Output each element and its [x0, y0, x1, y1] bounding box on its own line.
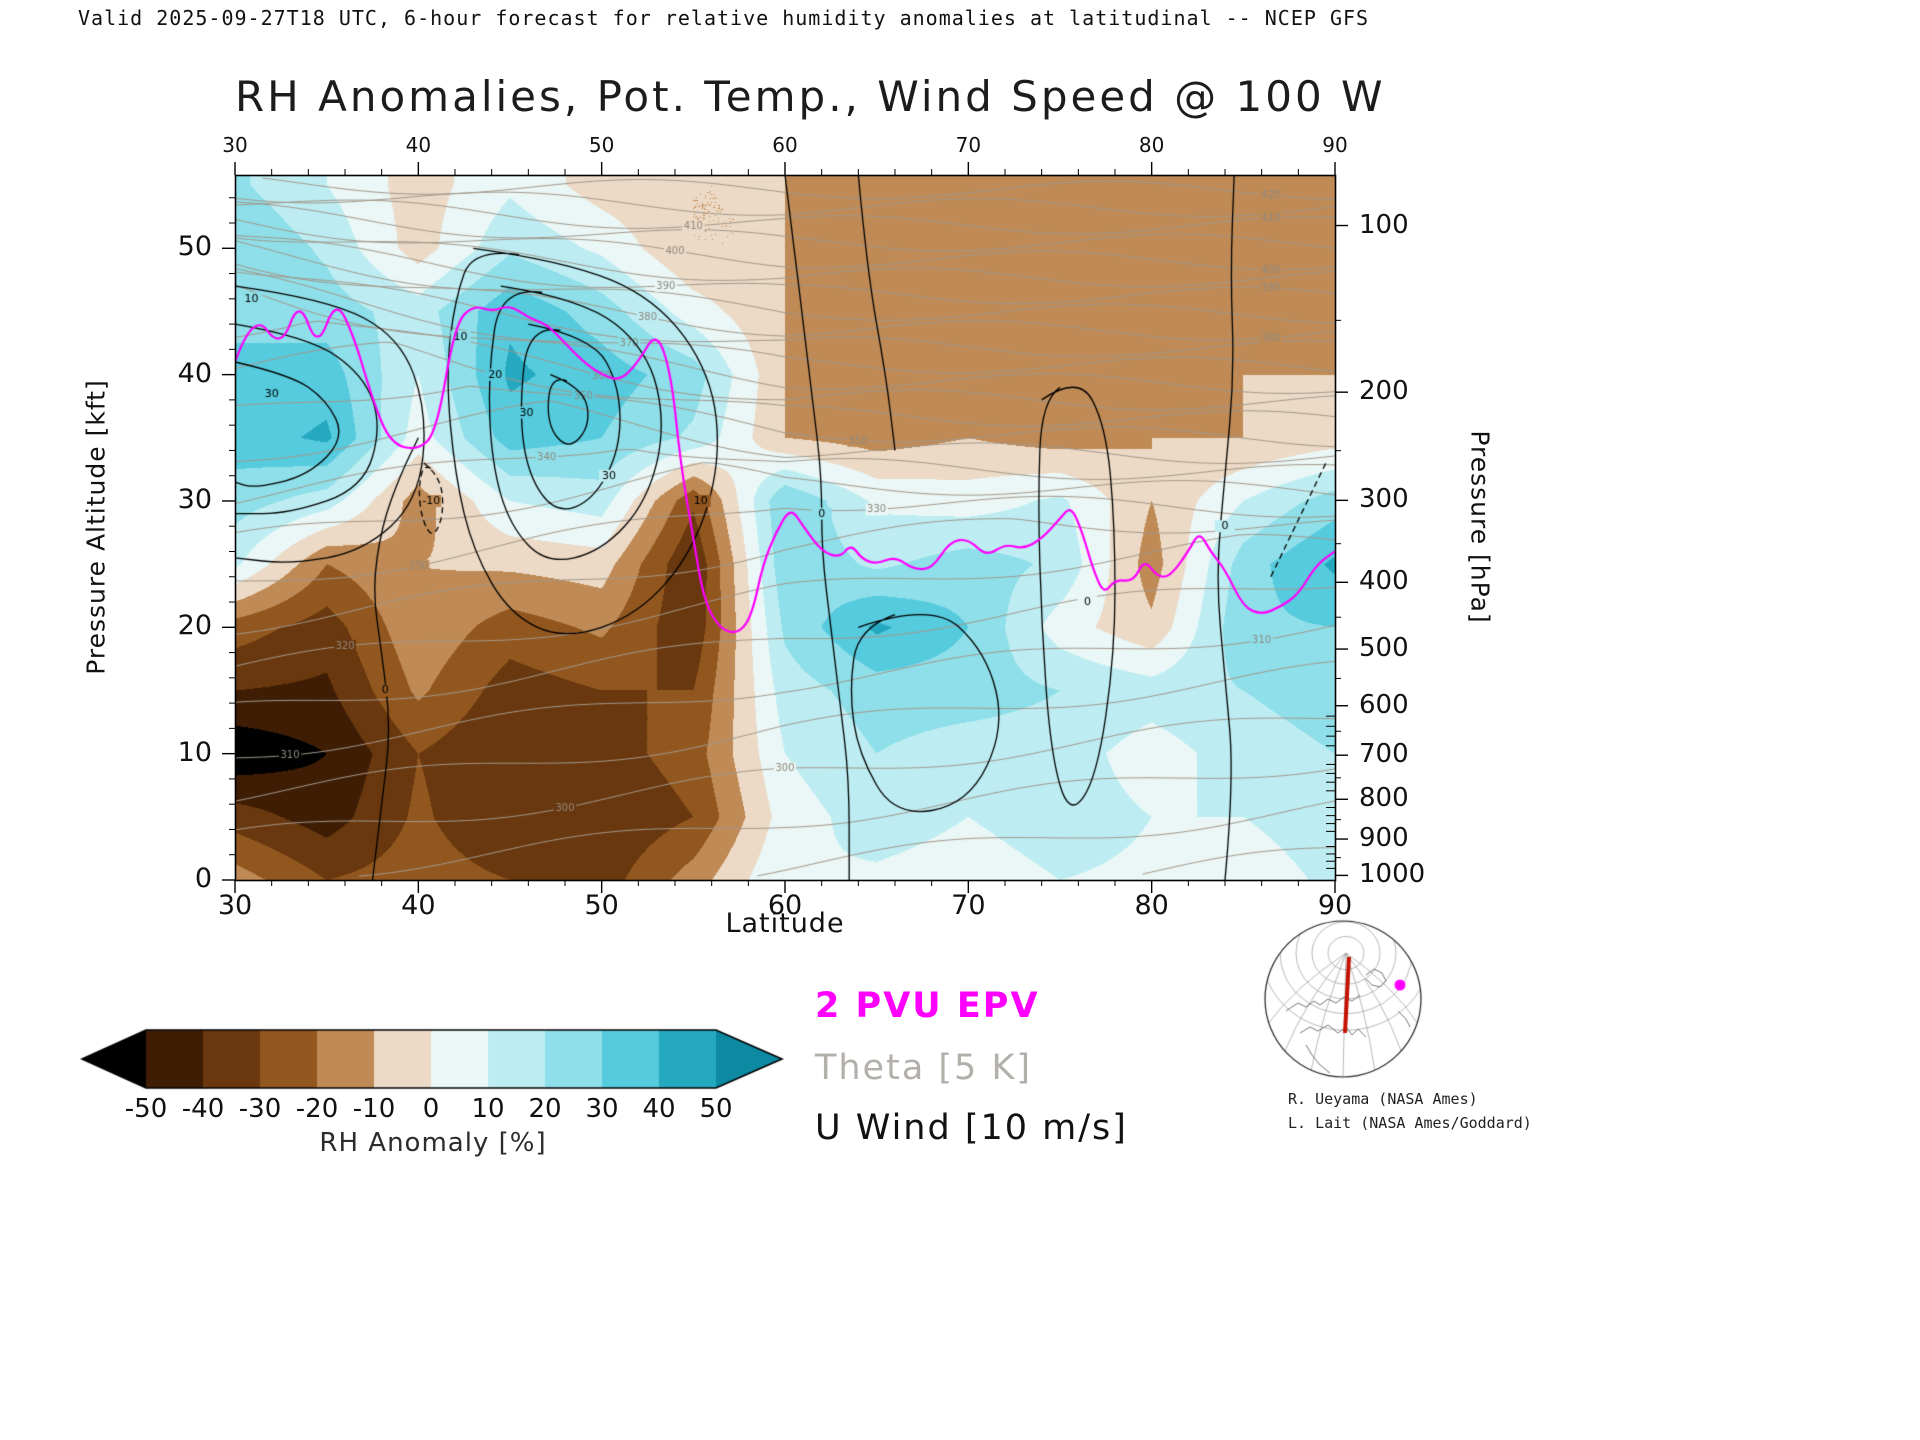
right-y-tick-label: 100	[1359, 209, 1409, 240]
colorbar-tick-label: 30	[585, 1094, 619, 1124]
top-axis-tick-label: 90	[1322, 133, 1348, 157]
right-y-tick-label: 1000	[1359, 859, 1426, 890]
left-y-tick-label: 30	[177, 483, 212, 515]
colorbar-tick-label: -30	[238, 1094, 282, 1124]
x-axis-tick-label: 60	[767, 890, 803, 921]
top-axis-tick-label: 30	[222, 133, 248, 157]
x-axis-tick-label: 90	[1317, 890, 1353, 921]
x-axis-tick-label: 40	[401, 890, 436, 921]
right-y-tick-label: 900	[1359, 823, 1409, 854]
rh-anomaly-field-canvas	[235, 175, 1335, 880]
colorbar-canvas	[78, 1028, 788, 1090]
legend-theta-label: Theta [5 K]	[815, 1048, 1033, 1088]
right-y-tick-label: 500	[1359, 633, 1409, 664]
credit-line-1: R. Ueyama (NASA Ames)	[1288, 1090, 1478, 1108]
credit-line-2: L. Lait (NASA Ames/Goddard)	[1288, 1114, 1532, 1132]
top-axis-tick-label: 80	[1138, 133, 1165, 157]
right-y-tick-label: 600	[1359, 689, 1409, 720]
right-y-tick-label: 300	[1359, 484, 1409, 515]
inset-globe-canvas	[1248, 915, 1438, 1087]
left-y-tick-label: 50	[177, 231, 212, 263]
top-axis-tick-label: 60	[772, 133, 798, 157]
colorbar-tick-label: -20	[295, 1094, 339, 1124]
top-axis-tick-label: 40	[405, 133, 432, 157]
left-y-tick-label: 10	[177, 736, 212, 768]
valid-time-line: Valid 2025-09-27T18 UTC, 6-hour forecast…	[78, 6, 1370, 30]
right-y-tick-label: 700	[1359, 739, 1409, 770]
x-axis-tick-label: 70	[951, 890, 986, 921]
left-y-tick-label: 0	[194, 863, 212, 894]
colorbar-title: RH Anomaly [%]	[319, 1128, 547, 1158]
colorbar-tick-label: -10	[352, 1094, 396, 1124]
right-y-tick-label: 400	[1359, 566, 1409, 597]
colorbar-tick-label: -50	[124, 1094, 168, 1124]
left-y-tick-label: 20	[177, 610, 212, 642]
page-title: RH Anomalies, Pot. Temp., Wind Speed @ 1…	[235, 72, 1386, 121]
left-y-axis-title: Pressure Altitude [kft]	[81, 379, 111, 675]
right-y-tick-label: 200	[1359, 376, 1409, 407]
x-axis-tick-label: 50	[584, 890, 619, 921]
right-y-axis-title: Pressure [hPa]	[1465, 430, 1495, 624]
x-axis-title: Latitude	[725, 908, 845, 939]
colorbar-tick-label: 0	[422, 1094, 440, 1124]
right-y-tick-label: 800	[1359, 783, 1409, 814]
x-axis-tick-label: 30	[217, 890, 253, 921]
colorbar-tick-label: 10	[471, 1094, 505, 1124]
top-axis-tick-label: 50	[588, 133, 615, 157]
left-y-tick-label: 40	[177, 357, 212, 389]
legend-epv-label: 2 PVU EPV	[815, 986, 1040, 1026]
top-axis-tick-label: 70	[955, 133, 982, 157]
colorbar-tick-label: 20	[528, 1094, 562, 1124]
x-axis-tick-label: 80	[1134, 890, 1169, 921]
colorbar-tick-label: -40	[181, 1094, 225, 1124]
legend-uwind-label: U Wind [10 m/s]	[815, 1108, 1128, 1148]
colorbar-tick-label: 50	[699, 1094, 733, 1124]
colorbar-tick-label: 40	[642, 1094, 676, 1124]
